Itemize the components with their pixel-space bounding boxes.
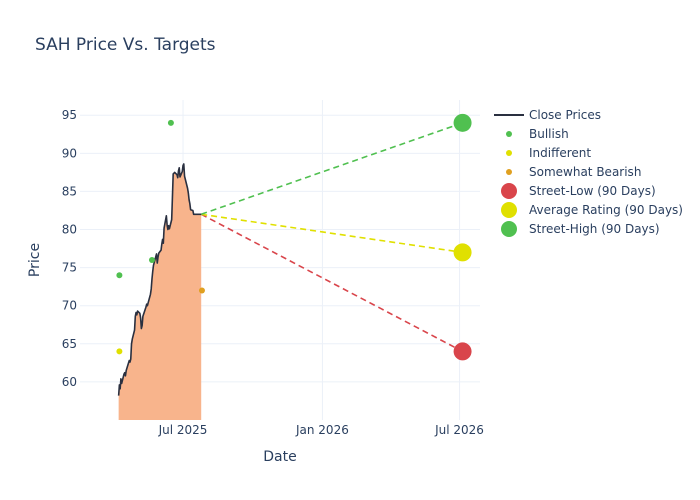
- legend-swatch: [501, 221, 517, 237]
- legend-label: Indifferent: [529, 146, 591, 160]
- target-line: [200, 213, 463, 353]
- target-line: [201, 213, 463, 254]
- close-price-area: [118, 164, 202, 420]
- rating-point: [116, 348, 123, 355]
- y-tick-label: 70: [62, 299, 77, 313]
- legend: Close Prices Bullish Indifferent Somewhat B…: [494, 108, 683, 237]
- y-tick-label: 60: [62, 375, 77, 389]
- y-tick-label: 80: [62, 223, 77, 237]
- legend-swatch: [506, 131, 512, 137]
- legend-swatch: [501, 202, 517, 218]
- area-layer: [118, 164, 202, 420]
- y-tick-label: 95: [62, 108, 77, 122]
- target-marker: [453, 113, 472, 132]
- y-tick-label: 90: [62, 146, 77, 160]
- x-tick-label: Jan 2026: [295, 423, 349, 437]
- legend-label: Bullish: [529, 127, 569, 141]
- rating-point: [148, 257, 155, 263]
- legend-label: Street-Low (90 Days): [529, 184, 656, 198]
- y-tick-label: 65: [62, 337, 77, 351]
- line-layer: [117, 163, 202, 396]
- rating-point: [198, 287, 205, 294]
- target-marker: [453, 342, 472, 361]
- chart-title: SAH Price Vs. Targets: [35, 35, 216, 55]
- y-tick-label: 85: [62, 184, 77, 198]
- axis-layer: 60 65 70 75 80 85 90 95 Jul 2025 Jan 2026 Jul 2026: [62, 108, 484, 437]
- legend-label: Somewhat Bearish: [529, 165, 641, 179]
- y-tick-label: 75: [62, 261, 77, 275]
- y-axis-title: Price: [27, 243, 43, 277]
- rating-point: [116, 272, 123, 279]
- legend-label: Average Rating (90 Days): [529, 203, 683, 217]
- x-tick-label: Jul 2026: [434, 423, 484, 437]
- legend-label: Close Prices: [529, 108, 601, 122]
- legend-swatch: [501, 183, 517, 199]
- point-layer: [116, 113, 472, 361]
- legend-swatch: [506, 169, 512, 175]
- legend-swatch: [506, 150, 512, 156]
- rating-point: [167, 119, 174, 126]
- target-layer: [200, 122, 463, 353]
- legend-label: Street-High (90 Days): [529, 222, 660, 236]
- close-price-line: [117, 163, 202, 396]
- x-tick-label: Jul 2025: [158, 423, 208, 437]
- target-marker: [453, 243, 472, 262]
- target-line: [200, 122, 463, 216]
- x-axis-title: Date: [263, 449, 296, 465]
